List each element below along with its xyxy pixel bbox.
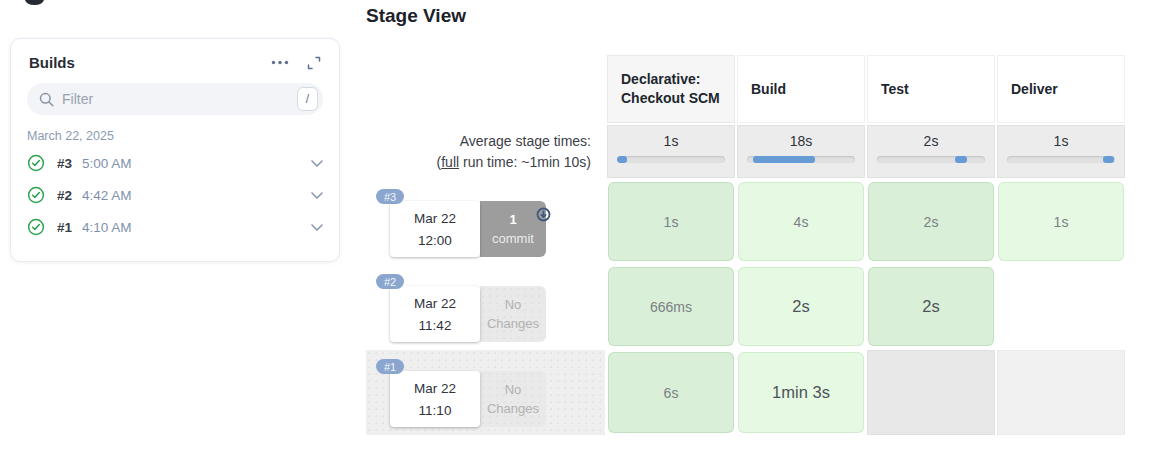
stage-timeline-track — [747, 156, 855, 163]
stage-header-row: Declarative: Checkout SCM Build Test Del… — [366, 55, 1125, 123]
build-number-badge: #1 — [376, 359, 404, 374]
build-row-header: #1 Mar 22 11:10 No Changes — [366, 350, 605, 435]
stage-cell[interactable]: 2s — [737, 265, 865, 348]
success-check-icon — [27, 186, 45, 204]
no-changes-box: No Changes — [480, 286, 546, 342]
build-number: #1 — [57, 220, 72, 235]
expand-icon[interactable] — [307, 56, 321, 70]
filter-input[interactable] — [62, 91, 297, 107]
build-number-badge: #3 — [376, 189, 404, 204]
page-title: Stage View — [366, 5, 466, 27]
build-list-item-2[interactable]: #2 4:42 AM — [11, 179, 339, 211]
stage-cell[interactable]: 2s — [867, 265, 995, 348]
stage-timeline-fill — [753, 156, 815, 163]
success-check-icon — [27, 218, 45, 236]
stage-cell[interactable]: 666ms — [607, 265, 735, 348]
builds-panel: Builds / March 22, 2025 #3 5:00 AM — [10, 38, 340, 262]
filter-box: / — [27, 83, 323, 115]
build-date-card[interactable]: Mar 22 11:42 — [390, 286, 480, 342]
build-time: 4:10 AM — [82, 220, 311, 235]
build-date-card[interactable]: Mar 22 11:10 — [390, 371, 480, 427]
chevron-down-icon[interactable] — [311, 192, 323, 199]
column-header-build: Build — [737, 55, 865, 123]
build-number-badge: #2 — [376, 274, 404, 289]
partial-logo — [25, 0, 44, 5]
shortcut-key-badge: / — [297, 87, 318, 111]
search-icon — [39, 92, 54, 107]
no-changes-box: No Changes — [480, 371, 546, 427]
stage-timeline-track — [877, 156, 985, 163]
stage-cell-empty — [997, 350, 1125, 435]
stage-cell[interactable]: 1min 3s — [737, 350, 865, 435]
column-header-checkout-scm: Declarative: Checkout SCM — [607, 55, 735, 123]
stage-cell[interactable]: 1s — [607, 180, 735, 263]
full-run-time-link[interactable]: full — [441, 154, 459, 170]
column-header-test: Test — [867, 55, 995, 123]
build-list-item-1[interactable]: #1 4:10 AM — [11, 211, 339, 243]
build-row-header: #2 Mar 22 11:42 No Changes — [366, 265, 605, 348]
stage-cell-empty — [997, 265, 1125, 348]
stage-cell[interactable]: 2s — [867, 180, 995, 263]
changeset-download-icon[interactable] — [536, 207, 551, 226]
build-number: #3 — [57, 156, 72, 171]
build-list-item-3[interactable]: #3 5:00 AM — [11, 147, 339, 179]
chevron-down-icon[interactable] — [311, 160, 323, 167]
average-cell-test: 2s — [867, 125, 995, 178]
stage-view-table: Declarative: Checkout SCM Build Test Del… — [366, 55, 1125, 435]
average-times-label: Average stage times: (full run time: ~1m… — [366, 125, 605, 178]
build-row-1: #1 Mar 22 11:10 No Changes 6s 1min 3s — [366, 350, 1125, 435]
build-time: 4:42 AM — [82, 188, 311, 203]
chevron-down-icon[interactable] — [311, 224, 323, 231]
overflow-menu-icon[interactable] — [271, 60, 289, 65]
build-time: 5:00 AM — [82, 156, 311, 171]
stage-timeline-track — [1007, 156, 1115, 163]
average-cell-deliver: 1s — [997, 125, 1125, 178]
stage-timeline-fill — [617, 156, 627, 163]
average-cell-build: 18s — [737, 125, 865, 178]
builds-panel-header: Builds — [11, 39, 339, 81]
build-number: #2 — [57, 188, 72, 203]
column-header-deliver: Deliver — [997, 55, 1125, 123]
average-times-row: Average stage times: (full run time: ~1m… — [366, 125, 1125, 178]
stage-timeline-fill — [955, 156, 967, 163]
stage-timeline-fill — [1103, 156, 1114, 163]
build-date-header: March 22, 2025 — [27, 129, 323, 143]
stage-cell-empty — [867, 350, 995, 435]
stage-cell[interactable]: 1s — [997, 180, 1125, 263]
stage-cell[interactable]: 4s — [737, 180, 865, 263]
builds-panel-title: Builds — [29, 54, 271, 71]
stage-timeline-track — [617, 156, 725, 163]
build-date-card[interactable]: Mar 22 12:00 — [390, 201, 480, 257]
build-row-header: #3 Mar 22 12:00 1 commit — [366, 180, 605, 263]
success-check-icon — [27, 154, 45, 172]
stage-cell[interactable]: 6s — [607, 350, 735, 435]
header-corner-spacer — [366, 55, 605, 123]
build-row-3: #3 Mar 22 12:00 1 commit 1s 4s 2s 1s — [366, 180, 1125, 263]
build-row-2: #2 Mar 22 11:42 No Changes 666ms 2s 2s — [366, 265, 1125, 348]
average-cell-checkout: 1s — [607, 125, 735, 178]
